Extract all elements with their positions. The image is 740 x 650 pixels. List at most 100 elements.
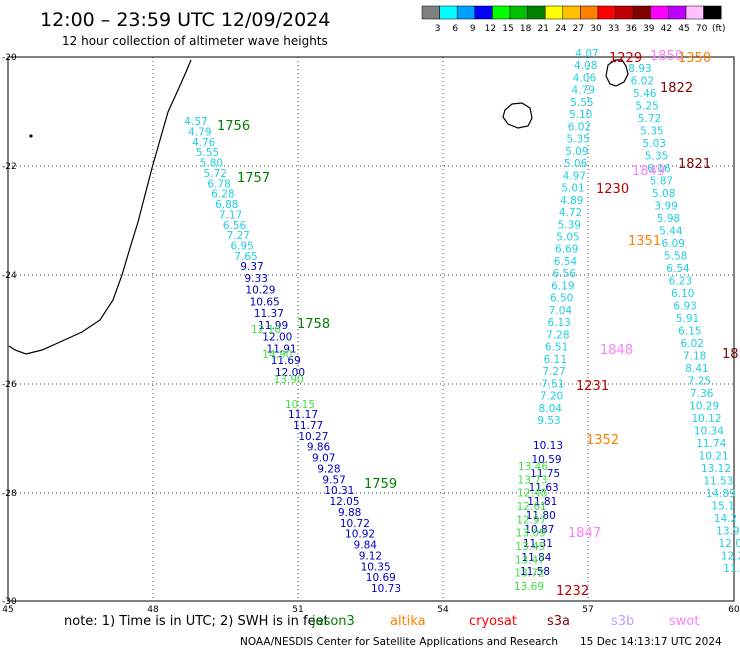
- wave-height-value: 5.25: [635, 101, 658, 113]
- wave-height-value: 5.72: [638, 113, 661, 125]
- lon-tick-label: 48: [147, 605, 159, 615]
- wave-height-value: 5.01: [561, 183, 584, 195]
- wave-height-value: 6.23: [669, 276, 692, 288]
- pass-label: 1351: [628, 234, 661, 249]
- wave-height-value: 5.09: [565, 146, 588, 158]
- legend-label: 30: [590, 24, 602, 34]
- wave-height-value: 11.81: [527, 496, 557, 508]
- pass-label: 1350: [678, 51, 711, 66]
- pass-label: 1850: [650, 49, 683, 64]
- wave-height-value: 6.93: [673, 301, 696, 313]
- wave-height-value: 11.84: [521, 552, 551, 564]
- legend-swatch: [544, 5, 564, 20]
- wave-height-value: 11.80: [526, 510, 556, 522]
- wave-height-value: 7.65: [234, 251, 257, 263]
- satellite-name: s3a: [547, 614, 570, 629]
- wave-height-value: 4.07: [575, 48, 598, 60]
- wave-height-value: 9.37: [240, 261, 263, 273]
- legend-label: 70: [696, 24, 708, 34]
- lat-tick-label: -24: [2, 271, 17, 281]
- legend-label: 45: [678, 24, 689, 34]
- wave-height-value: 4.06: [573, 72, 597, 84]
- plot-frame: [7, 56, 735, 602]
- lon-tick-label: 51: [292, 605, 303, 615]
- wave-height-value: 5.05: [556, 232, 579, 244]
- wave-height-value: 13.47: [515, 554, 545, 566]
- legend-swatch: [650, 5, 669, 20]
- wave-height-value: 11.75: [530, 468, 560, 480]
- legend-swatch: [685, 5, 704, 20]
- wave-height-value: 10.34: [694, 426, 724, 438]
- legend-label: 24: [555, 24, 567, 34]
- wave-height-value: 6.10: [671, 288, 694, 300]
- lon-tick-label: 54: [437, 605, 449, 615]
- wave-height-value: 4.89: [560, 195, 583, 207]
- wave-height-value: 10.31: [324, 485, 354, 497]
- map-subtitle: 12 hour collection of altimeter wave hei…: [62, 34, 328, 48]
- legend-label: 42: [661, 24, 672, 34]
- wave-height-value: 6.09: [662, 238, 685, 250]
- pass-label: 1849: [632, 164, 665, 179]
- wave-height-value: 11.58: [520, 566, 550, 578]
- wave-height-value: 10.73: [371, 583, 401, 595]
- wave-height-value: 9.57: [322, 474, 345, 486]
- wave-height-value: 11.63: [529, 482, 559, 494]
- satellite-name: s3b: [611, 614, 634, 629]
- legend-label: 12: [485, 24, 496, 34]
- wave-height-value: 11.77: [293, 420, 323, 432]
- wave-height-value: 10.92: [345, 529, 375, 541]
- wave-height-value: 11.8: [723, 563, 740, 575]
- wave-height-value: 10.29: [689, 401, 719, 413]
- legend-swatch: [668, 5, 687, 20]
- legend-swatch: [615, 5, 634, 20]
- wave-height-value: 5.08: [652, 188, 675, 200]
- lon-tick-label: 57: [582, 605, 593, 615]
- map-title: 12:00 – 23:59 UTC 12/09/2024: [40, 9, 330, 31]
- pass-label: 1229: [609, 51, 642, 66]
- legend-swatch: [632, 5, 652, 20]
- wave-height-value: 7.18: [683, 351, 706, 363]
- wave-height-value: 12.97: [516, 514, 546, 526]
- wave-height-value: 7.04: [549, 305, 573, 317]
- wave-height-value: 5.46: [633, 88, 657, 100]
- lat-tick-label: -22: [2, 162, 17, 172]
- pass-label: 1848: [600, 343, 633, 358]
- wave-height-value: 13.73: [518, 474, 548, 486]
- pass-label: 1847: [568, 526, 601, 541]
- wave-height-value: 4.79: [188, 126, 211, 138]
- pass-label: 1759: [364, 477, 397, 492]
- wave-height-value: 4.57: [184, 116, 207, 128]
- wave-height-value: 5.55: [570, 97, 593, 109]
- wave-height-value: 7.36: [690, 388, 714, 400]
- wave-height-value: 14.90: [262, 349, 292, 361]
- legend-swatch: [492, 5, 511, 20]
- wave-height-value: 6.54: [666, 263, 690, 275]
- wave-height-value: 6.50: [550, 293, 573, 305]
- wave-height-value: 4.76: [192, 137, 216, 149]
- wave-height-value: 6.78: [207, 178, 230, 190]
- footer-credit: NOAA/NESDIS Center for Satellite Applica…: [240, 636, 558, 648]
- wave-height-value: 9.86: [307, 442, 331, 454]
- wave-height-value: 7.17: [219, 209, 242, 221]
- wave-height-value: 10.15: [285, 399, 315, 411]
- legend-swatch: [597, 5, 616, 20]
- wave-height-value: 5.44: [659, 226, 683, 238]
- wave-height-value: 5.06: [564, 158, 588, 170]
- lon-tick-label: 60: [728, 605, 740, 615]
- legend-swatch: [439, 5, 458, 20]
- wave-height-value: 9.84: [354, 540, 378, 552]
- wave-height-value: 11.37: [254, 308, 284, 320]
- pass-label: 1230: [596, 182, 629, 197]
- wave-height-value: 6.02: [568, 121, 591, 133]
- wave-height-value: 9.88: [338, 507, 361, 519]
- wave-height-value: 10.35: [361, 561, 391, 573]
- pass-label: 1232: [556, 584, 589, 599]
- wave-height-value: 9.53: [537, 415, 560, 427]
- latitude-ticks: -20 -22 -24 -26 -28 -30: [2, 53, 17, 607]
- wave-height-value: 10.69: [366, 572, 396, 584]
- wave-height-value: 4.97: [563, 170, 586, 182]
- legend-label: 36: [625, 24, 637, 34]
- wave-height-value: 5.35: [566, 134, 589, 146]
- wave-height-value: 10.87: [524, 524, 554, 536]
- wave-height-value: 6.19: [551, 280, 574, 292]
